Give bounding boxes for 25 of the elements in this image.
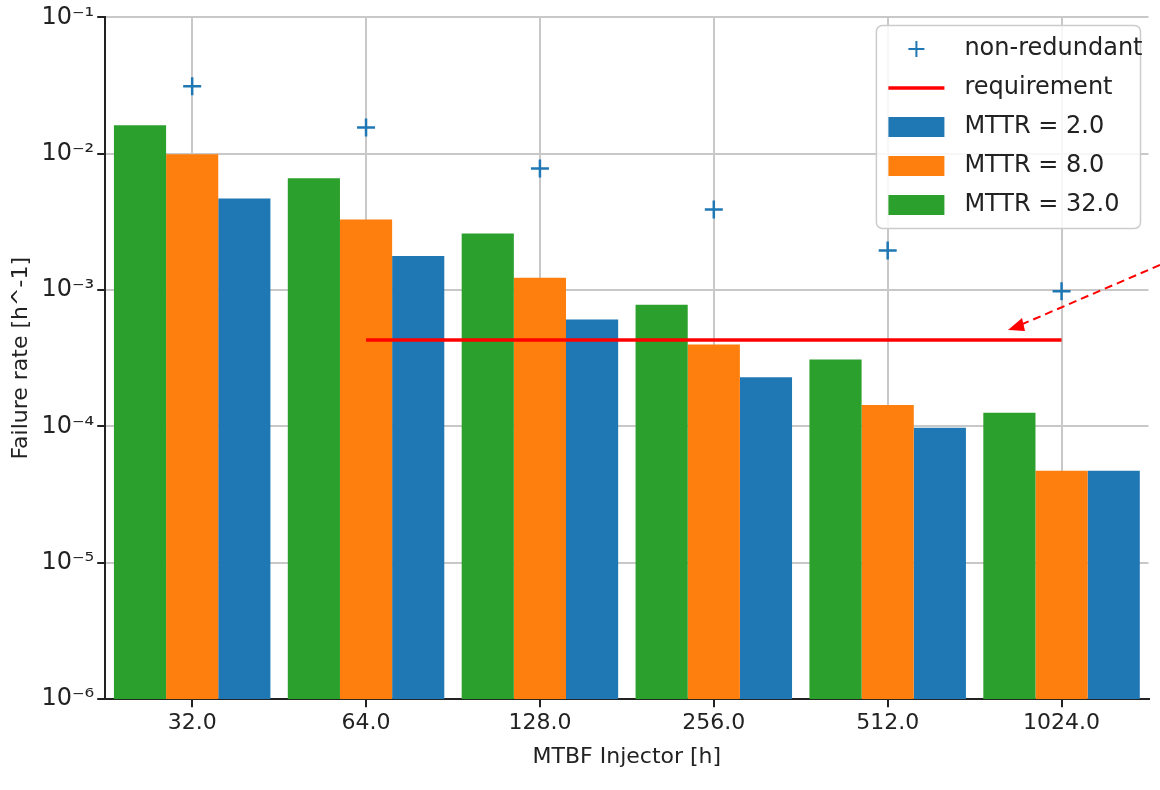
y-tick-label: 10⁻⁶ <box>41 683 95 712</box>
x-tick-label: 1024.0 <box>1023 709 1101 735</box>
y-tick-label: 10⁻³ <box>41 274 95 303</box>
legend-label: non-redundant <box>964 33 1143 62</box>
y-tick-label: 10⁻⁴ <box>41 410 95 439</box>
x-tick-label: 32.0 <box>167 709 217 735</box>
x-tick-label: 256.0 <box>682 709 746 735</box>
y-tick-label: 10⁻² <box>41 137 95 166</box>
point <box>1051 281 1072 302</box>
point <box>703 199 725 220</box>
point <box>181 75 203 97</box>
legend-label: MTTR = 8.0 <box>964 150 1105 179</box>
legend-label: MTTR = 2.0 <box>964 111 1105 140</box>
x-tick-label: 128.0 <box>508 709 572 735</box>
point <box>529 158 551 179</box>
point <box>355 117 377 138</box>
y-tick-label: 10⁻⁵ <box>41 547 95 576</box>
legend-label: MTTR = 32.0 <box>964 189 1120 218</box>
y-axis-title: Failure rate [h^-1] <box>6 257 32 460</box>
legend-label: requirement <box>964 72 1113 101</box>
x-tick-label: 512.0 <box>856 709 920 735</box>
point <box>877 240 898 261</box>
y-tick-label: 10⁻¹ <box>41 1 95 30</box>
x-tick-label: 64.0 <box>341 709 391 735</box>
x-axis-title: MTBF Injector [h] <box>532 742 722 768</box>
